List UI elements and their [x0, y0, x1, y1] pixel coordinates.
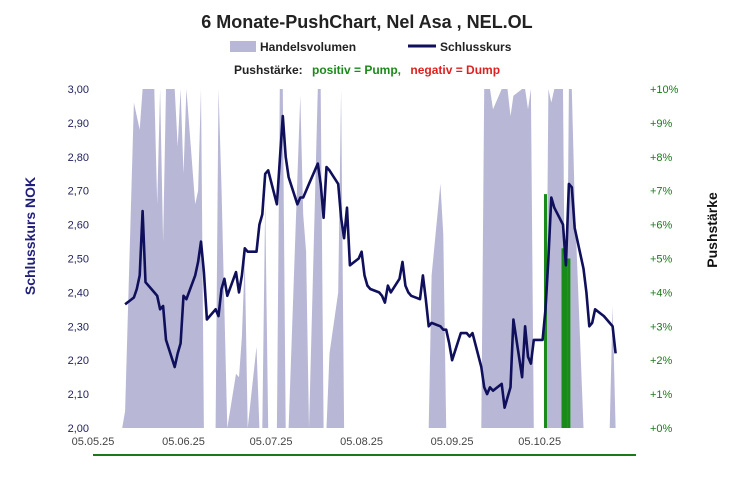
x-tick: 05.09.25 [431, 436, 474, 448]
y-tick-right: +5% [650, 254, 673, 266]
push-legend-prefix: Pushstärke: [234, 63, 303, 77]
y-tick-right: +3% [650, 321, 673, 333]
y-tick-right: +2% [650, 355, 673, 367]
y-tick-right: +7% [650, 186, 673, 198]
y-tick-left: 2,60 [68, 220, 89, 232]
y-tick-right: +9% [650, 118, 673, 130]
y-tick-left: 2,30 [68, 321, 89, 333]
y-tick-left: 2,40 [68, 287, 89, 299]
push-legend-negative: negativ = Dump [410, 63, 500, 77]
volume-area-layer [122, 89, 616, 428]
close-price-line [124, 114, 617, 410]
y-axis-label-left: Schlusskurs NOK [22, 177, 38, 295]
legend-volume-label: Handelsvolumen [260, 40, 356, 54]
push-bar [561, 248, 565, 428]
y-tick-right: +10% [650, 84, 679, 96]
x-tick: 05.10.25 [518, 436, 561, 448]
y-tick-left: 2,10 [68, 389, 89, 401]
push-bar [567, 258, 571, 428]
y-tick-left: 2,20 [68, 355, 89, 367]
push-legend-positive: positiv = Pump, [312, 63, 401, 77]
left-axis-ticks: 2,00 2,10 2,20 2,30 2,40 2,50 2,60 2,70 2,80 2,90… [68, 84, 89, 435]
volume-area [122, 89, 616, 428]
y-tick-right: +4% [650, 287, 673, 299]
y-tick-left: 2,80 [68, 152, 89, 164]
x-tick: 05.05.25 [72, 436, 115, 448]
legend-close-label: Schlusskurs [440, 40, 512, 54]
x-tick: 05.08.25 [340, 436, 383, 448]
right-axis-ticks: +0% +1% +2% +3% +4% +5% +6% +7% +8% +9% +10% [650, 84, 679, 435]
x-tick: 05.06.25 [162, 436, 205, 448]
push-bar [564, 248, 568, 428]
y-axis-label-right: Pushstärke [704, 192, 720, 268]
legend-volume-swatch [230, 41, 256, 52]
x-tick: 05.07.25 [250, 436, 293, 448]
y-tick-left: 2,90 [68, 118, 89, 130]
chart-title: 6 Monate-PushChart, Nel Asa , NEL.OL [201, 12, 532, 32]
y-tick-right: +8% [650, 152, 673, 164]
y-tick-right: +0% [650, 423, 673, 435]
y-tick-right: +1% [650, 389, 673, 401]
y-tick-left: 2,00 [68, 423, 89, 435]
x-axis-ticks: 05.05.25 05.06.25 05.07.25 05.08.25 05.09.25… [72, 436, 562, 448]
close-line-layer [124, 114, 617, 410]
y-tick-left: 2,70 [68, 186, 89, 198]
push-legend: Pushstärke: positiv = Pump, negativ = Du… [234, 63, 500, 77]
y-tick-left: 2,50 [68, 254, 89, 266]
legend: Handelsvolumen Schlusskurs [230, 40, 512, 54]
y-tick-left: 3,00 [68, 84, 89, 96]
y-tick-right: +6% [650, 220, 673, 232]
